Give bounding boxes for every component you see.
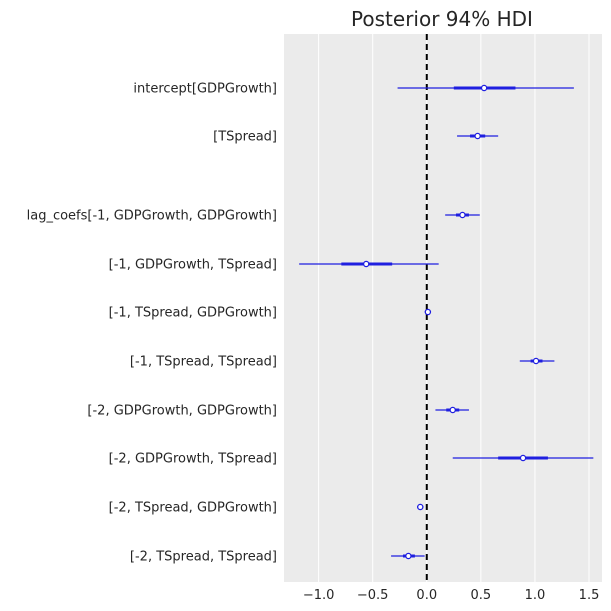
- x-tick-label: −0.5: [357, 588, 389, 603]
- forest-row: [435, 406, 469, 414]
- median-point: [405, 552, 412, 560]
- median-point: [519, 454, 527, 462]
- y-tick-label: [TSpread]: [213, 130, 277, 145]
- x-tick-label: 1.5: [579, 588, 600, 603]
- forest-row: [424, 308, 432, 316]
- median-point: [532, 357, 540, 365]
- forest-row: [299, 260, 439, 268]
- median-point: [424, 308, 432, 316]
- chart-title: Posterior 94% HDI: [351, 7, 533, 31]
- median-point: [449, 406, 456, 414]
- y-axis-labels: intercept[GDPGrowth] [TSpread] lag_coefs[-…: [27, 82, 277, 565]
- interval-marks: [299, 84, 594, 560]
- x-tick-label: 0.0: [416, 588, 437, 603]
- median-point: [417, 503, 424, 511]
- forest-row: [417, 503, 424, 511]
- median-point: [459, 211, 466, 219]
- y-tick-label: [-2, TSpread, TSpread]: [130, 550, 277, 565]
- y-tick-label: [-1, TSpread, GDPGrowth]: [109, 306, 277, 321]
- y-tick-label: [-2, TSpread, GDPGrowth]: [109, 501, 277, 516]
- y-tick-label: [-2, GDPGrowth, GDPGrowth]: [87, 404, 277, 419]
- median-point: [480, 84, 488, 92]
- y-tick-label: intercept[GDPGrowth]: [133, 82, 277, 97]
- y-tick-label: [-2, GDPGrowth, TSpread]: [109, 452, 277, 467]
- y-tick-label: [-1, TSpread, TSpread]: [130, 355, 277, 370]
- plot-area: [284, 34, 602, 582]
- median-point: [474, 132, 481, 140]
- forest-row: [452, 454, 594, 462]
- x-tick-label: −1.0: [303, 588, 335, 603]
- forest-row: [519, 357, 555, 365]
- median-point: [362, 260, 370, 268]
- forest-row: [397, 84, 574, 92]
- x-axis-ticks: −1.0 −0.5 0.0 0.5 1.0 1.5: [303, 588, 600, 603]
- forest-row: [445, 211, 480, 219]
- forest-row: [457, 132, 499, 140]
- y-tick-label: [-1, GDPGrowth, TSpread]: [109, 258, 277, 273]
- x-tick-label: 1.0: [525, 588, 546, 603]
- y-tick-label: lag_coefs[-1, GDPGrowth, GDPGrowth]: [27, 209, 277, 224]
- forest-row: [391, 552, 425, 560]
- x-tick-label: 0.5: [471, 588, 492, 603]
